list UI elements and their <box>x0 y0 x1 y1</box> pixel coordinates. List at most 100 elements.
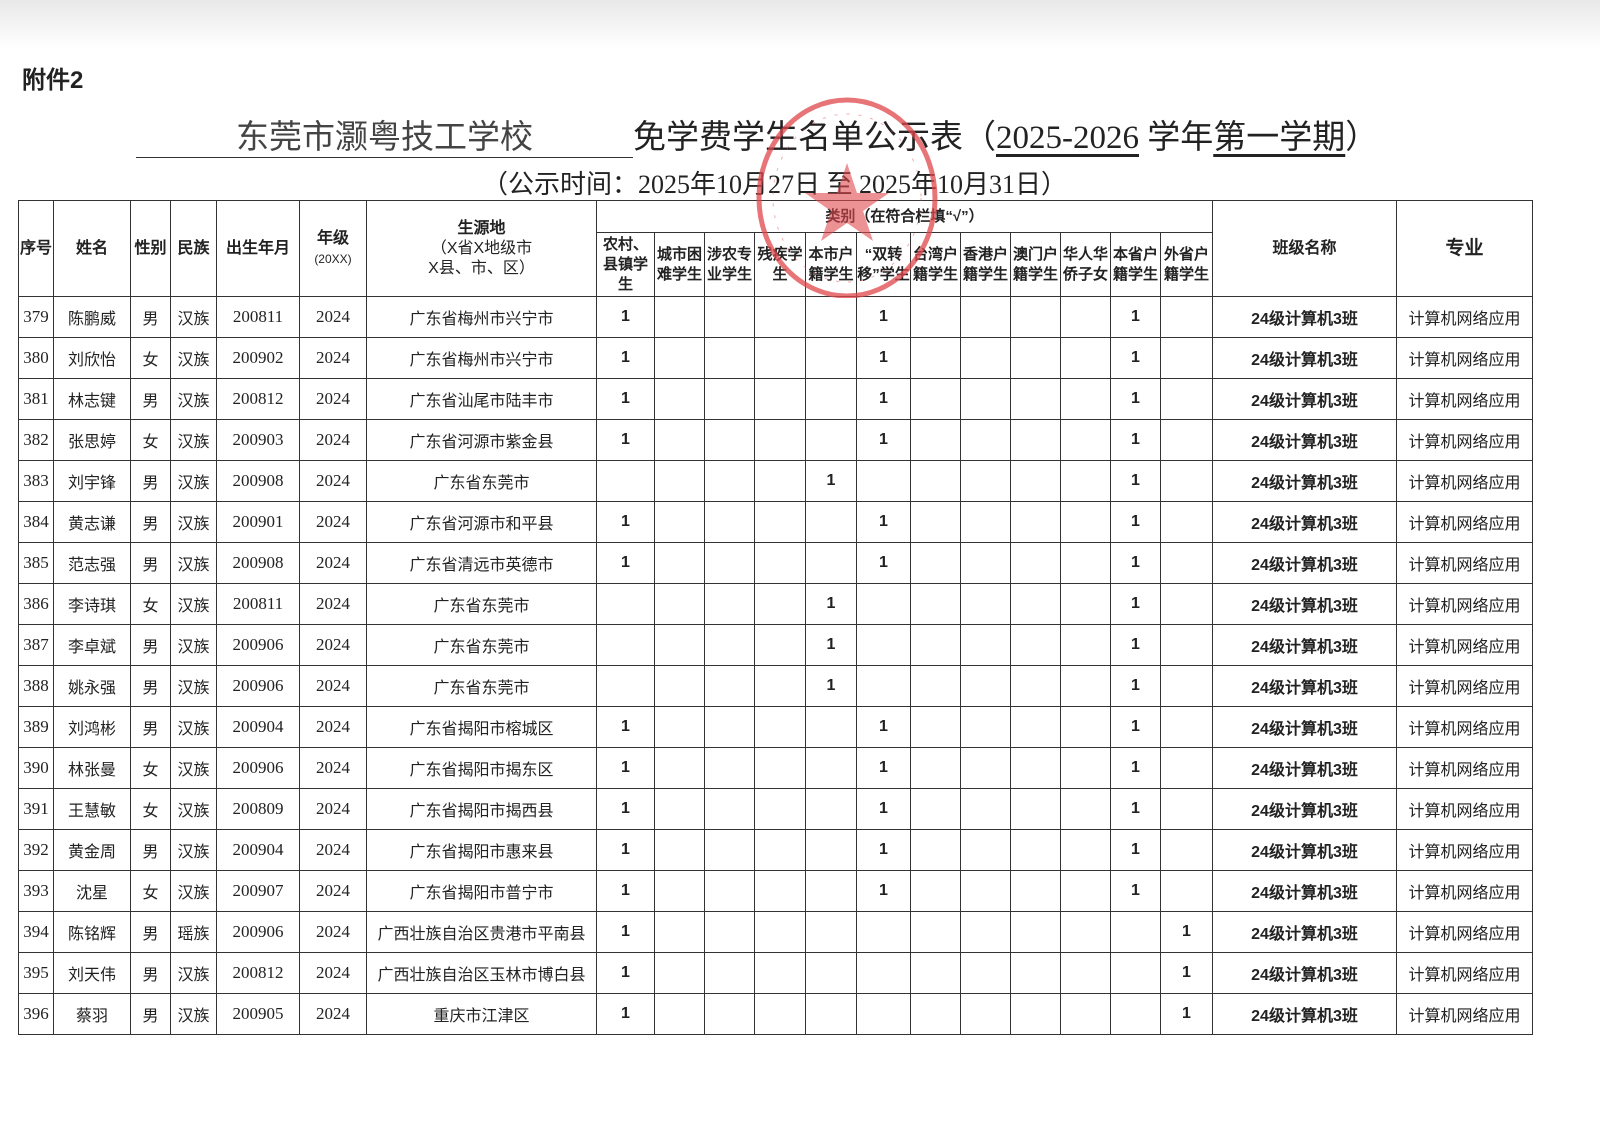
category-flag-cell <box>1110 952 1161 994</box>
name-cell: 李诗琪 <box>53 583 131 625</box>
category-flag-cell <box>754 706 806 748</box>
gender-cell: 男 <box>130 665 171 707</box>
birth-cell: 200907 <box>216 870 300 912</box>
category-flag-cell <box>960 583 1011 625</box>
student-list-table: 序号 姓名 性别 民族 出生年月 年级 (20XX) 生源地 （X省X地级市 X县、市… <box>18 200 1533 1035</box>
ethnicity-cell: 汉族 <box>170 583 217 625</box>
category-flag-cell <box>960 870 1011 912</box>
birth-cell: 200906 <box>216 911 300 953</box>
origin-cell: 广东省东莞市 <box>366 583 597 625</box>
origin-cell: 广东省揭阳市揭东区 <box>366 747 597 789</box>
category-flag-cell <box>754 460 806 502</box>
category-flag-cell <box>654 911 705 953</box>
category-flag-cell <box>910 583 961 625</box>
origin-cell: 广东省河源市和平县 <box>366 501 597 543</box>
grade-cell: 2024 <box>299 460 367 502</box>
seq-cell: 381 <box>18 378 54 420</box>
table-row: 395 刘天伟男汉族 200812 2024 广西壮族自治区玉林市博白县 1 1 24级计算机… <box>18 952 1533 994</box>
name-cell: 蔡羽 <box>53 993 131 1035</box>
category-flag-cell <box>704 337 755 379</box>
category-flag-cell: 1 <box>1110 747 1161 789</box>
gender-cell: 男 <box>130 542 171 584</box>
category-flag-cell <box>856 624 911 666</box>
category-flag-cell <box>960 993 1011 1035</box>
category-flag-cell: 1 <box>1110 706 1161 748</box>
category-flag-cell <box>596 665 655 707</box>
category-flag-cell <box>856 583 911 625</box>
ethnicity-cell: 汉族 <box>170 829 217 871</box>
birth-cell: 200908 <box>216 460 300 502</box>
category-flag-cell: 1 <box>856 829 911 871</box>
category-flag-cell: 1 <box>856 788 911 830</box>
header-origin-label: 生源地 <box>457 219 506 237</box>
category-flag-cell <box>654 747 705 789</box>
category-flag-cell <box>1160 337 1213 379</box>
header-category-item: 台湾户籍学生 <box>910 232 961 297</box>
title-year-suffix: 学年 <box>1139 120 1214 156</box>
header-class: 班级名称 <box>1212 200 1397 297</box>
category-flag-cell <box>754 542 806 584</box>
table-row: 380 刘欣怡女汉族 200902 2024 广东省梅州市兴宁市 1 1 1 24级计算机3班计… <box>18 337 1533 379</box>
category-flag-cell: 1 <box>856 378 911 420</box>
header-category-item: 本省户籍学生 <box>1110 232 1161 297</box>
category-flag-cell <box>856 665 911 707</box>
category-flag-cell: 1 <box>596 419 655 461</box>
category-flag-cell <box>1060 378 1111 420</box>
category-flag-cell <box>1160 460 1213 502</box>
header-origin-note1: （X省X地级市 <box>430 239 533 257</box>
category-flag-cell <box>1060 624 1111 666</box>
category-flag-cell <box>704 460 755 502</box>
category-flag-cell <box>1060 911 1111 953</box>
header-category-item: 涉农专业学生 <box>704 232 755 297</box>
origin-cell: 广东省揭阳市普宁市 <box>366 870 597 912</box>
table-row: 393 沈星女汉族 200907 2024 广东省揭阳市普宁市 1 1 1 24级计算机3班 计算… <box>18 870 1533 912</box>
grade-cell: 2024 <box>299 378 367 420</box>
category-flag-cell <box>596 460 655 502</box>
category-flag-cell <box>960 911 1011 953</box>
category-flag-cell: 1 <box>1110 829 1161 871</box>
category-flag-cell: 1 <box>856 870 911 912</box>
gender-cell: 男 <box>130 911 171 953</box>
category-flag-cell <box>960 665 1011 707</box>
category-flag-cell: 1 <box>596 296 655 338</box>
category-flag-cell <box>1160 419 1213 461</box>
class-cell: 24级计算机3班 <box>1212 337 1397 379</box>
major-cell: 计算机网络应用 <box>1396 952 1533 994</box>
category-flag-cell <box>1010 419 1061 461</box>
table-row: 396 蔡羽男汉族 200905 2024 重庆市江津区 1 1 24级计算机3班 计算机网络应… <box>18 993 1533 1035</box>
birth-cell: 200906 <box>216 747 300 789</box>
header-category-item: 农村、县镇学生 <box>596 232 655 297</box>
major-cell: 计算机网络应用 <box>1396 624 1533 666</box>
category-flag-cell <box>960 337 1011 379</box>
category-flag-cell: 1 <box>1160 993 1213 1035</box>
category-flag-cell <box>654 583 705 625</box>
category-flag-cell <box>754 337 806 379</box>
header-category-item: “双转移”学生 <box>856 232 911 297</box>
category-flag-cell <box>1060 870 1111 912</box>
category-flag-cell: 1 <box>856 296 911 338</box>
header-name: 姓名 <box>53 200 131 297</box>
category-flag-cell <box>910 829 961 871</box>
category-flag-cell <box>805 788 857 830</box>
class-cell: 24级计算机3班 <box>1212 296 1397 338</box>
category-flag-cell <box>1060 419 1111 461</box>
header-category-item: 城市困难学生 <box>654 232 705 297</box>
seq-cell: 389 <box>18 706 54 748</box>
category-flag-cell <box>1060 460 1111 502</box>
ethnicity-cell: 汉族 <box>170 296 217 338</box>
grade-cell: 2024 <box>299 952 367 994</box>
category-flag-cell <box>856 993 911 1035</box>
category-flag-cell <box>910 952 961 994</box>
gender-cell: 男 <box>130 829 171 871</box>
category-flag-cell <box>910 911 961 953</box>
scan-edge-shadow <box>0 0 1600 48</box>
category-flag-cell <box>805 378 857 420</box>
category-flag-cell <box>754 870 806 912</box>
category-flag-cell <box>1010 706 1061 748</box>
publicity-period: （公示时间：2025年10月27日 至 2025年10月31日） <box>482 170 1068 199</box>
category-flag-cell <box>654 993 705 1035</box>
seq-cell: 396 <box>18 993 54 1035</box>
category-flag-cell <box>1010 788 1061 830</box>
major-cell: 计算机网络应用 <box>1396 911 1533 953</box>
category-flag-cell <box>805 747 857 789</box>
